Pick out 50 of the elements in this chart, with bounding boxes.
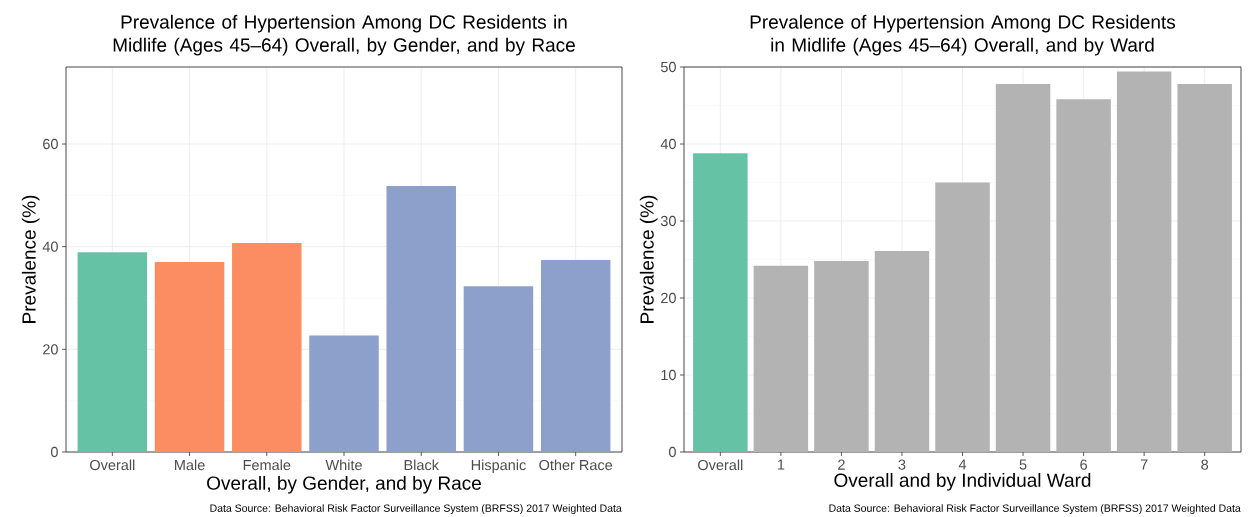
x-tick-label: 7 (1140, 459, 1148, 470)
bar (1116, 71, 1172, 452)
bar (995, 83, 1051, 452)
y-tick-label: 20 (43, 344, 58, 355)
bar (753, 265, 809, 452)
bar (309, 335, 379, 452)
bar (874, 251, 930, 452)
y-tick-label: 0 (668, 446, 676, 458)
bar (77, 252, 148, 452)
source-note: Data Source: Behavioral Risk Factor Surveillance System (BRFSS) 2017 Weighted Data (210, 504, 622, 514)
x-tick-label: Hispanic (471, 459, 526, 474)
y-tick-label: 10 (661, 369, 676, 381)
y-tick-label: 40 (42, 241, 58, 252)
bar (540, 260, 611, 452)
bar (935, 182, 990, 452)
y-axis-title: Prevalence (%) (21, 195, 40, 323)
chart-title: Prevalence of Hypertension Among DC Residents in Midlife (Ages 45–64) Overall, and by Ward (750, 14, 1176, 56)
y-axis-title: Prevalence (%) (639, 195, 658, 323)
x-tick-label: 4 (958, 459, 967, 470)
y-tick-label: 40 (660, 138, 676, 150)
x-tick-label: Male (175, 459, 205, 471)
source-note: Data Source: Behavioral Risk Factor Surveillance System (BRFSS) 2017 Weighted Data (829, 504, 1241, 514)
x-axis-title: Overall, by Gender, and by Race (207, 475, 481, 494)
x-tick-label: Overall (698, 459, 743, 471)
y-tick-label: 50 (660, 61, 676, 73)
x-tick-label: 5 (1019, 459, 1027, 470)
bar (1177, 83, 1232, 452)
y-tick-label: 30 (660, 215, 676, 227)
bar (386, 186, 456, 452)
bar (693, 153, 748, 452)
x-tick-label: Overall (90, 459, 135, 471)
chart-title: Prevalence of Hypertension Among DC Residents in Midlife (Ages 45–64) Overall, by Gender, and by Race (113, 14, 575, 56)
x-tick-label: Female (243, 459, 291, 471)
x-tick-label: Other Race (539, 459, 613, 471)
x-tick-label: 2 (838, 459, 845, 470)
x-axis-title: Overall and by Individual Ward (834, 473, 1091, 491)
x-tick-label: Black (404, 459, 439, 471)
bar (814, 261, 869, 452)
bar (463, 286, 534, 452)
y-tick-label: 0 (50, 446, 58, 458)
x-tick-label: 6 (1080, 459, 1087, 470)
bar (1056, 99, 1111, 452)
x-tick-label: 1 (777, 459, 785, 470)
bar (232, 243, 302, 452)
x-tick-label: 3 (898, 459, 906, 470)
x-tick-label: White (325, 459, 362, 471)
x-tick-label: 8 (1201, 459, 1209, 470)
bar (154, 262, 225, 452)
y-tick-label: 20 (661, 292, 676, 304)
y-tick-label: 60 (43, 138, 58, 150)
